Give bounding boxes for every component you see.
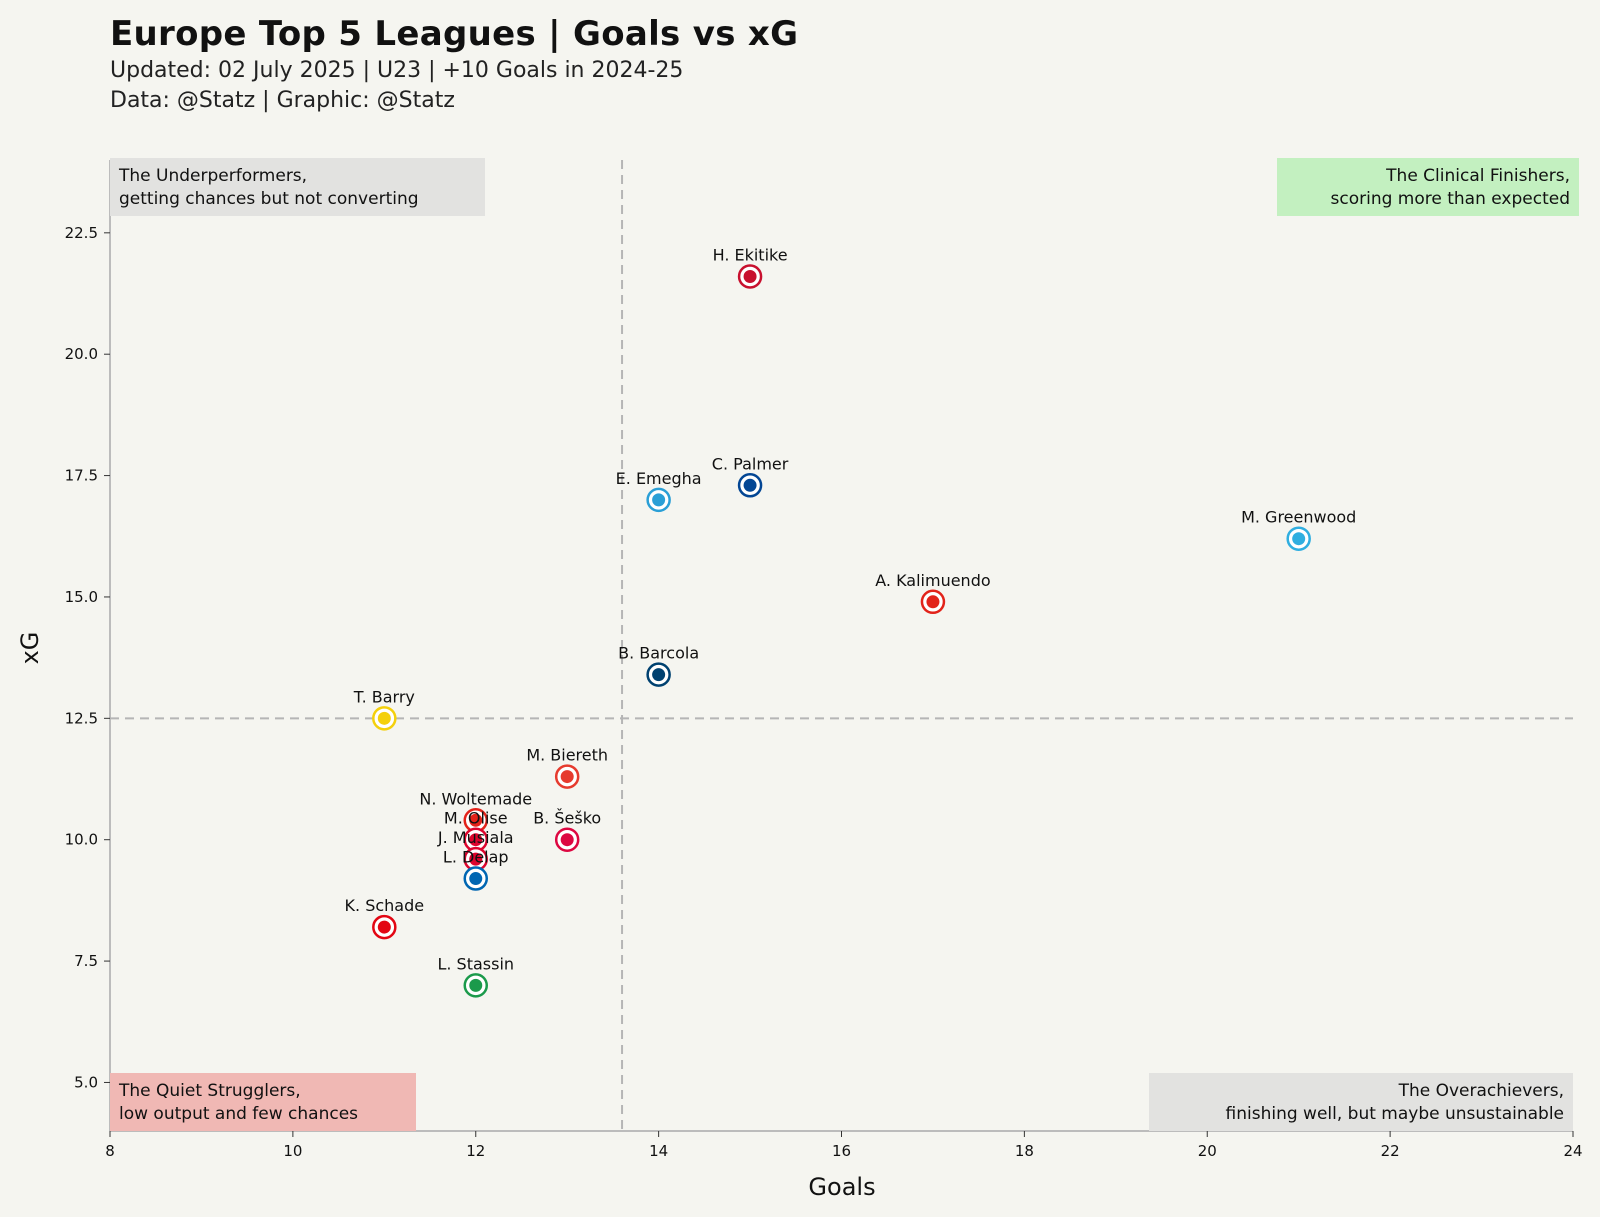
player-name-label: M. Greenwood bbox=[1241, 508, 1356, 527]
reference-lines bbox=[110, 160, 1573, 1131]
club-badge-core bbox=[560, 833, 574, 847]
club-badge-core bbox=[743, 270, 757, 284]
quadrant-title: The Underperformers, bbox=[118, 166, 307, 186]
player-name-label: K. Schade bbox=[345, 896, 425, 915]
player-point: B. Barcola bbox=[618, 644, 699, 687]
club-badge-core bbox=[1292, 532, 1306, 546]
y-tick-label: 22.5 bbox=[65, 224, 98, 242]
player-name-label: L. Delap bbox=[443, 848, 509, 867]
x-tick-label: 14 bbox=[649, 1142, 668, 1160]
club-badge-core bbox=[560, 770, 574, 784]
quadrant-box bbox=[1277, 158, 1579, 216]
player-point: K. Schade bbox=[345, 896, 425, 940]
quadrant-title: The Quiet Strugglers, bbox=[118, 1081, 301, 1101]
quadrant-bottom-left: The Quiet Strugglers, low output and few … bbox=[110, 1073, 416, 1131]
player-point: B. Šeško bbox=[533, 809, 601, 852]
x-axis-label: Goals bbox=[808, 1173, 875, 1201]
club-badge-core bbox=[377, 920, 391, 934]
y-tick-label: 12.5 bbox=[65, 709, 98, 727]
y-tick-label: 10.0 bbox=[65, 831, 98, 849]
x-tick-label: 24 bbox=[1563, 1142, 1582, 1160]
club-badge-core bbox=[469, 833, 483, 847]
x-tick-label: 22 bbox=[1381, 1142, 1400, 1160]
quadrant-box bbox=[110, 158, 485, 216]
player-point: M. Greenwood bbox=[1241, 508, 1356, 551]
player-point: E. Emegha bbox=[616, 469, 702, 513]
club-badge-core bbox=[652, 668, 666, 682]
player-name-label: H. Ekitike bbox=[713, 246, 788, 265]
data-points: H. Ekitike C. Palmer E. Emegha M. Greenwood… bbox=[345, 246, 1356, 998]
quadrant-top-left: The Underperformers, getting chances but … bbox=[110, 158, 485, 216]
quadrant-description: low output and few chances bbox=[119, 1104, 358, 1124]
club-badge-core bbox=[377, 711, 391, 725]
player-name-label: N. Woltemade bbox=[419, 789, 532, 808]
quadrant-title: The Overachievers, bbox=[1398, 1081, 1564, 1101]
club-badge-core bbox=[469, 978, 483, 992]
player-point: L. Delap bbox=[443, 848, 509, 891]
chart-title: Europe Top 5 Leagues | Goals vs xG bbox=[110, 14, 799, 54]
player-name-label: M. Olise bbox=[444, 809, 508, 828]
club-badge-core bbox=[926, 595, 940, 609]
club-badge-core bbox=[652, 493, 666, 507]
player-name-label: J. Musiala bbox=[437, 828, 514, 847]
x-tick-label: 8 bbox=[105, 1142, 115, 1160]
x-tick-label: 10 bbox=[283, 1142, 302, 1160]
quadrant-top-right: The Clinical Finishers, scoring more than… bbox=[1277, 158, 1579, 216]
club-badge-core bbox=[469, 813, 483, 827]
x-tick-label: 18 bbox=[1015, 1142, 1034, 1160]
y-tick-label: 15.0 bbox=[65, 588, 98, 606]
y-axis-label: xG bbox=[16, 632, 44, 665]
player-name-label: A. Kalimuendo bbox=[875, 571, 990, 590]
y-tick-label: 20.0 bbox=[65, 345, 98, 363]
quadrant-title: The Clinical Finishers, bbox=[1385, 166, 1570, 186]
player-point: A. Kalimuendo bbox=[875, 571, 991, 615]
quadrant-description: getting chances but not converting bbox=[119, 189, 419, 209]
player-point: T. Barry bbox=[353, 687, 415, 731]
quadrant-description: finishing well, but maybe unsustainable bbox=[1226, 1104, 1564, 1124]
player-point: M. Biereth bbox=[526, 746, 608, 789]
player-name-label: T. Barry bbox=[353, 687, 415, 706]
chart-subtitle-line1: Updated: 02 July 2025 | U23 | +10 Goals … bbox=[110, 58, 684, 83]
player-name-label: C. Palmer bbox=[712, 454, 789, 473]
player-point: C. Palmer bbox=[712, 454, 789, 498]
quadrant-box bbox=[110, 1073, 416, 1131]
chart-axes: 8 10 12 14 16 18 20 22 24 5.0 7.5 10.0 12.5 15.0 17.5 2… bbox=[65, 160, 1583, 1160]
player-name-label: B. Barcola bbox=[618, 644, 699, 663]
chart-subtitle-line2: Data: @Statz | Graphic: @Statz bbox=[110, 88, 455, 113]
quadrant-annotations: The Underperformers, getting chances but … bbox=[110, 158, 1579, 1131]
quadrant-description: scoring more than expected bbox=[1331, 189, 1571, 209]
quadrant-bottom-right: The Overachievers, finishing well, but ma… bbox=[1149, 1073, 1573, 1131]
player-name-label: L. Stassin bbox=[437, 954, 514, 973]
player-name-label: E. Emegha bbox=[616, 469, 702, 488]
x-tick-label: 12 bbox=[466, 1142, 485, 1160]
quadrant-box bbox=[1149, 1073, 1573, 1131]
club-badge-core bbox=[469, 872, 483, 886]
club-badge-core bbox=[743, 478, 757, 492]
player-point: N. Woltemade bbox=[419, 789, 532, 833]
x-tick-label: 16 bbox=[832, 1142, 851, 1160]
player-point: L. Stassin bbox=[437, 954, 514, 998]
y-tick-label: 17.5 bbox=[65, 467, 98, 485]
chart-header: Europe Top 5 Leagues | Goals vs xG Updat… bbox=[110, 12, 798, 116]
player-name-label: B. Šeško bbox=[533, 809, 601, 828]
club-badge-core bbox=[469, 852, 483, 866]
y-tick-label: 7.5 bbox=[74, 952, 98, 970]
player-name-label: M. Biereth bbox=[526, 746, 608, 765]
y-tick-label: 5.0 bbox=[74, 1073, 98, 1091]
x-tick-label: 20 bbox=[1198, 1142, 1217, 1160]
player-point: H. Ekitike bbox=[713, 246, 788, 289]
